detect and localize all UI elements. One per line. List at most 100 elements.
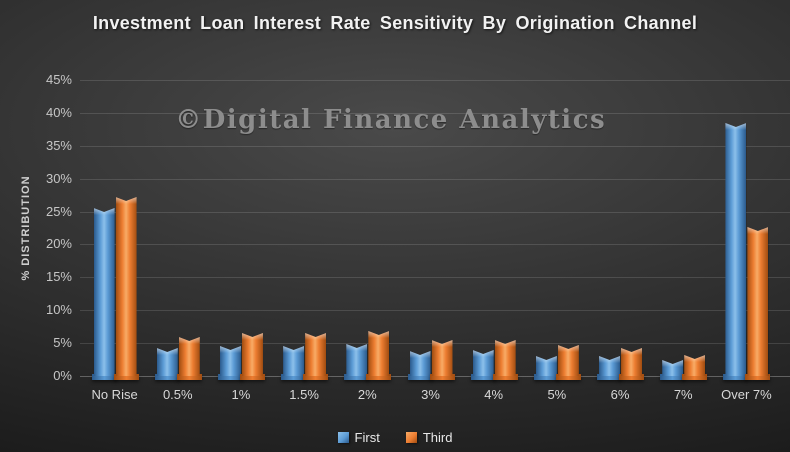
y-tick-label: 15% [45,269,72,285]
chart-title: Investment Loan Interest Rate Sensitivit… [92,13,698,33]
x-category-label: 1% [231,387,251,402]
bar-top-highlight [241,333,263,340]
legend: First Third [0,428,790,446]
bar-top-highlight [178,337,200,344]
y-tick-label: 25% [45,203,72,219]
x-category-label: Over 7% [721,387,772,402]
bar-top-highlight [725,123,747,130]
bar-base-third [619,374,645,380]
x-category-label: 5% [547,387,567,402]
bar-third-4- [494,340,516,376]
y-tick-label: 0% [53,368,72,383]
y-axis-title: % DISTRIBUTION [20,175,32,281]
x-category-label: 3% [421,387,440,402]
bar-first-6- [599,356,621,376]
bar-base-first [217,374,243,380]
bar-base-third [745,374,771,380]
bar-base-third [429,374,455,380]
bar-top-highlight [621,348,643,355]
y-tick-label: 45% [45,71,72,87]
bar-top-highlight [115,197,137,204]
legend-label-third: Third [422,429,453,445]
bar-third-6- [621,348,643,376]
bar-first-no-rise [93,208,115,376]
bar-third-0.5- [178,337,200,376]
bar-base-third [239,374,265,380]
bar-top-highlight [368,331,390,338]
bar-third-3- [431,340,453,376]
bar-third-no-rise [115,197,137,376]
bar-third-over-7- [747,227,769,376]
bar-first-3- [409,351,431,376]
bar-base-third [492,374,518,380]
bar-base-third [303,374,329,380]
bar-base-third [682,374,708,380]
legend-marker-third-icon [405,431,417,443]
bar-third-2- [368,331,390,376]
bar-top-highlight [747,227,769,234]
bar-base-first [407,374,433,380]
bar-top-highlight [346,344,368,351]
x-category-label: 1.5% [289,387,319,402]
bar-top-highlight [662,360,684,367]
gridline [80,244,790,246]
bar-base-first [597,374,623,380]
x-category-label: 2% [357,387,377,402]
bar-third-7- [684,355,706,376]
bar-third-5- [557,345,579,376]
y-tick-label: 30% [45,170,72,186]
bar-top-highlight [156,348,178,355]
y-tick-label: 40% [45,104,72,120]
bar-top-highlight [684,355,706,362]
bar-base-first [470,374,496,380]
x-category-label: 7% [673,387,693,402]
y-tick-label: 10% [45,302,72,318]
x-category-label: 6% [610,387,630,402]
gridline [80,79,790,81]
bar-base-first [660,374,686,380]
legend-marker-first-icon [337,431,349,443]
bar-top-highlight [283,346,305,353]
gridline [80,211,790,213]
bar-top-highlight [472,350,494,357]
bar-base-third [113,374,139,380]
bar-first-over-7- [725,123,747,376]
legend-item-first: First [337,429,380,445]
bar-first-1- [219,346,241,376]
bar-base-first [723,374,749,380]
bar-base-first [344,374,370,380]
bar-first-5- [535,356,557,376]
bar-third-1.5- [305,333,327,376]
bar-base-first [154,374,180,380]
bar-first-0.5- [156,348,178,376]
legend-item-third: Third [405,429,453,445]
gridline [80,178,790,180]
bar-base-first [281,374,307,380]
x-category-label: 0.5% [162,387,193,402]
watermark-text: ©Digital Finance Analytics [175,105,607,135]
bar-first-4- [472,350,494,376]
gridline [80,277,790,279]
bar-first-7- [662,360,684,376]
x-category-label: No Rise [91,387,138,402]
bar-top-highlight [219,346,241,353]
gridline [80,112,790,114]
x-category-label: 4% [484,387,504,402]
bar-base-third [555,374,581,380]
y-tick-label: 5% [53,335,72,351]
bar-third-1- [241,333,263,376]
bar-top-highlight [409,351,431,358]
y-tick-label: 20% [45,236,72,252]
gridline [80,310,790,312]
bar-base-third [366,374,392,380]
legend-label-first: First [354,429,380,445]
bar-top-highlight [557,345,579,352]
bar-top-highlight [305,333,327,340]
bar-top-highlight [535,356,557,363]
bar-base-first [533,374,559,380]
bar-first-2- [346,344,368,376]
gridline [80,145,790,147]
bar-top-highlight [599,356,621,363]
bar-base-first [91,374,117,380]
